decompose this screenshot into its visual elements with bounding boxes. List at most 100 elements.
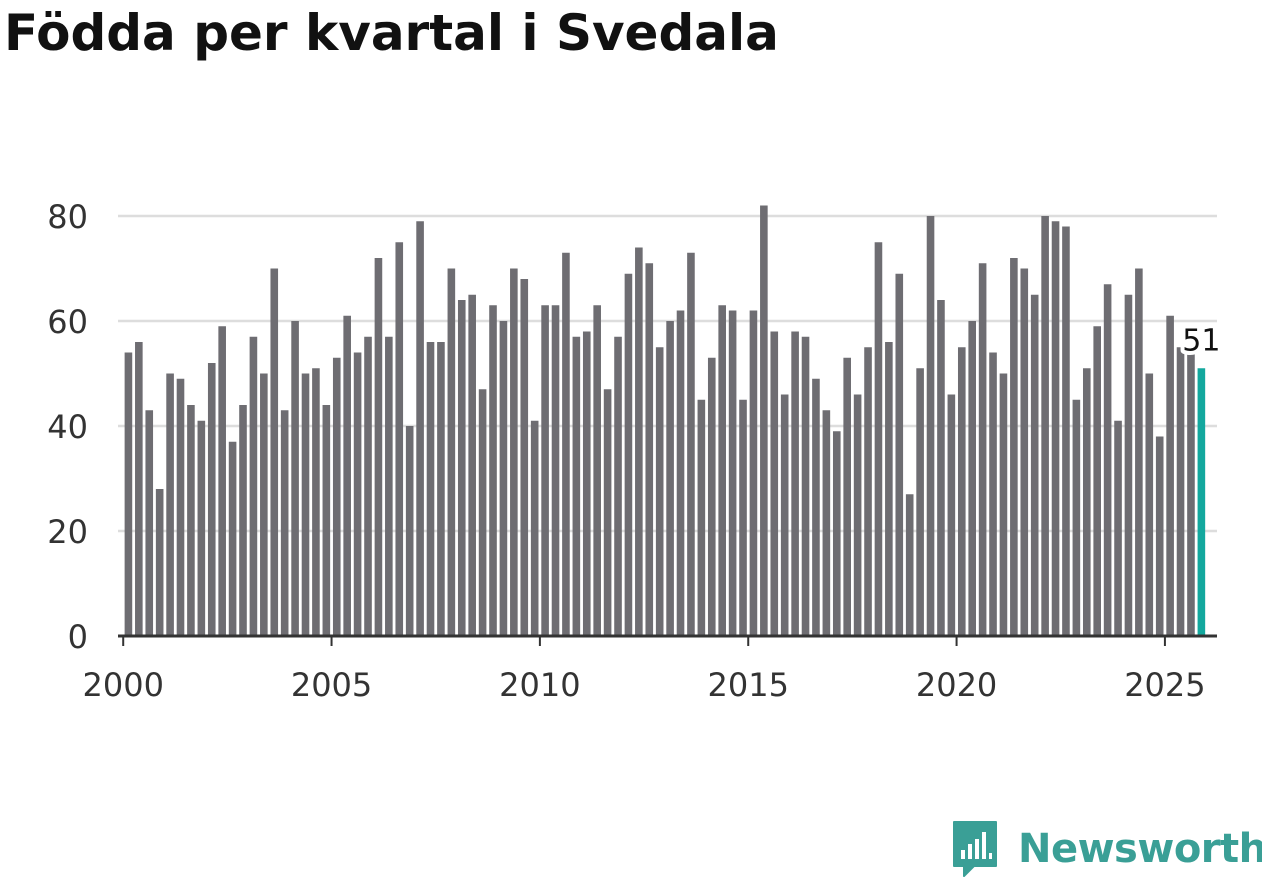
bar [1135, 268, 1143, 636]
x-tick-label: 2015 [708, 666, 789, 704]
bar [812, 378, 820, 636]
bar [853, 394, 862, 636]
bar [1124, 294, 1133, 636]
bar [957, 347, 966, 636]
bar [739, 399, 747, 636]
bar [457, 300, 466, 636]
y-tick-label: 0 [68, 618, 88, 656]
bar [1166, 315, 1174, 636]
bar [1145, 373, 1154, 636]
bar [426, 342, 435, 636]
bar [728, 310, 737, 636]
bar [655, 347, 664, 636]
bar [176, 378, 185, 636]
bar [447, 268, 456, 636]
bar [760, 205, 768, 636]
bar [989, 352, 997, 636]
bar [697, 399, 706, 636]
bars [124, 205, 1206, 636]
bar [1114, 420, 1122, 636]
bar [416, 221, 424, 636]
bar [124, 352, 133, 636]
bar [364, 336, 372, 636]
logo-text: Newsworthy [1018, 826, 1262, 872]
y-tick-label: 40 [47, 408, 88, 446]
bar [395, 242, 404, 636]
bar [770, 331, 779, 636]
bar [1155, 436, 1164, 636]
bar [1176, 347, 1185, 636]
bar [1093, 326, 1101, 636]
bar [947, 394, 956, 636]
x-tick-label: 2020 [916, 666, 997, 704]
bar [405, 426, 414, 636]
bar [916, 368, 924, 636]
bar [645, 263, 654, 636]
bar [978, 263, 987, 636]
bar [322, 405, 331, 636]
bar [707, 357, 716, 636]
bar [332, 357, 341, 636]
bar [291, 321, 299, 636]
bar [478, 389, 487, 636]
bar [895, 273, 904, 636]
bar [1051, 221, 1060, 636]
bar [624, 273, 633, 636]
bar [582, 331, 591, 636]
x-tick-label: 2010 [499, 666, 580, 704]
newsworthy-logo-icon [953, 821, 997, 877]
bar [301, 373, 310, 636]
page-title: Födda per kvartal i Svedala [4, 4, 779, 62]
bar [239, 405, 247, 636]
bar [249, 336, 258, 636]
bar [166, 373, 174, 636]
x-tick-label: 2025 [1124, 666, 1205, 704]
bar [1041, 216, 1049, 636]
bar [593, 305, 601, 636]
bar [1082, 368, 1091, 636]
bar [801, 336, 810, 636]
bar [135, 342, 143, 636]
bar [187, 405, 195, 636]
bar [749, 310, 758, 636]
bar [374, 258, 383, 636]
bar [520, 279, 529, 636]
bar [353, 352, 362, 636]
bar-latest [1197, 368, 1206, 636]
bar [1010, 258, 1018, 636]
bar [926, 216, 935, 636]
y-axis: 0 20 40 60 80 [47, 198, 88, 656]
bar [280, 410, 289, 636]
bar [822, 410, 831, 636]
bar [864, 347, 872, 636]
bar [666, 321, 674, 636]
bar [228, 441, 237, 636]
bar [312, 368, 320, 636]
bar [1030, 294, 1039, 636]
x-tick-label: 2000 [82, 666, 163, 704]
bar [676, 310, 685, 636]
bar [541, 305, 549, 636]
last-value-label: 51 [1182, 323, 1220, 358]
bar [343, 315, 351, 636]
bar [218, 326, 226, 636]
bar [437, 342, 445, 636]
bar [562, 252, 570, 636]
y-tick-label: 60 [47, 303, 88, 341]
bar [1072, 399, 1081, 636]
bar [905, 494, 914, 636]
bar [270, 268, 279, 636]
bar [499, 321, 508, 636]
bar [197, 420, 206, 636]
bar [510, 268, 518, 636]
bar [843, 357, 851, 636]
bar [207, 363, 216, 636]
last-value-label-halo: 51 [1182, 323, 1220, 358]
bar [718, 305, 726, 636]
bar [530, 420, 539, 636]
bar [968, 321, 976, 636]
bar [885, 342, 893, 636]
x-axis: 2000 2005 2010 2015 2020 2025 [82, 634, 1217, 704]
